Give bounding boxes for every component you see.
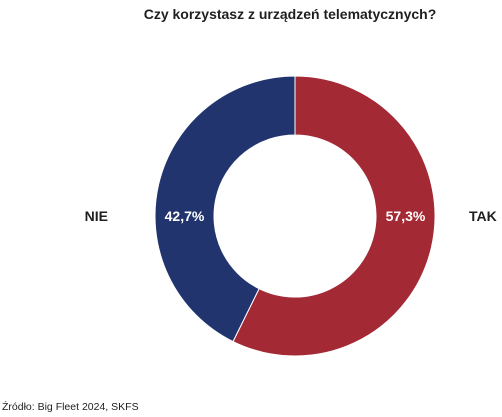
value-label-tak: 57,3% xyxy=(386,208,426,224)
category-label-tak: TAK xyxy=(469,208,497,224)
chart-title: Czy korzystasz z urządzeń telematycznych… xyxy=(143,6,437,22)
source-note: Źródło: Big Fleet 2024, SKFS xyxy=(2,401,139,413)
slice-nie xyxy=(154,75,296,343)
value-label-nie: 42,7% xyxy=(165,208,205,224)
category-label-nie: NIE xyxy=(85,208,108,224)
slice-tak xyxy=(232,75,436,357)
